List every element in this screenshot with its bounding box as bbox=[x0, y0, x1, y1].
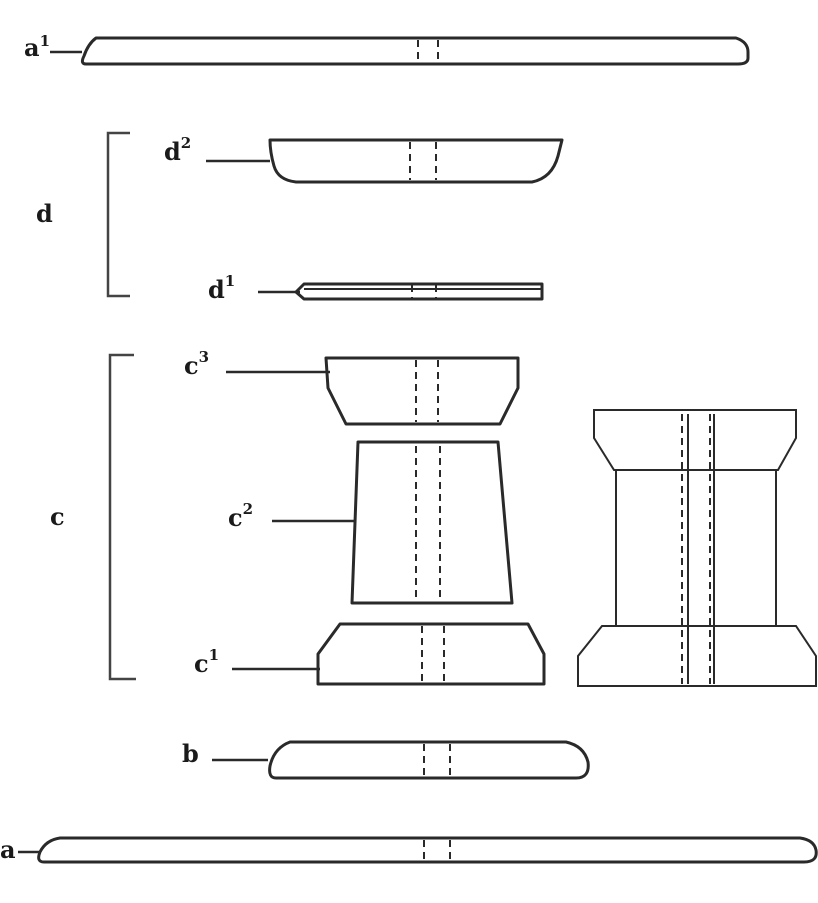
bracket-c bbox=[108, 353, 136, 681]
part-c3-outline bbox=[324, 356, 520, 426]
assembled-column bbox=[577, 409, 817, 687]
part-c3 bbox=[226, 356, 520, 426]
part-c2-outline bbox=[350, 440, 514, 605]
part-d1-outline bbox=[294, 282, 544, 301]
label-a: a bbox=[0, 835, 16, 864]
label-b: b bbox=[182, 739, 199, 768]
assembled-bottom-block bbox=[577, 625, 817, 687]
part-b-outline bbox=[268, 740, 590, 780]
part-d2 bbox=[206, 138, 564, 184]
label-d1: d1 bbox=[208, 272, 235, 304]
label-c3: c3 bbox=[184, 348, 209, 380]
label-d2: d2 bbox=[164, 134, 191, 166]
part-a1-outline bbox=[80, 36, 750, 66]
label-c2: c2 bbox=[228, 500, 253, 532]
part-c1 bbox=[232, 622, 546, 686]
part-a1 bbox=[50, 36, 750, 66]
part-d1 bbox=[258, 282, 544, 301]
bracket-d bbox=[106, 131, 130, 298]
part-c1-outline bbox=[316, 622, 546, 686]
part-b bbox=[212, 740, 590, 780]
label-d: d bbox=[36, 199, 53, 228]
part-c2 bbox=[272, 440, 514, 605]
label-c: c bbox=[50, 502, 65, 531]
label-c1: c1 bbox=[194, 646, 219, 678]
part-a-outline bbox=[37, 836, 818, 864]
assembled-shaft bbox=[615, 470, 777, 626]
label-a1: a1 bbox=[24, 32, 50, 62]
assembled-top-block bbox=[593, 409, 797, 471]
part-d2-outline bbox=[268, 138, 564, 184]
part-a bbox=[18, 836, 818, 864]
